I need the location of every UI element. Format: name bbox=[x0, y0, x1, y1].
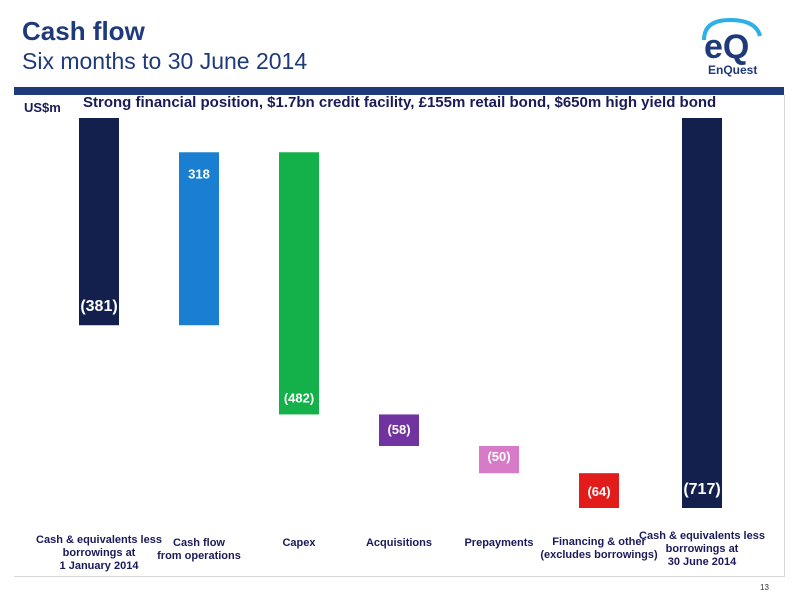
category-label-3: Acquisitions bbox=[365, 537, 432, 549]
data-label-0: (381) bbox=[80, 298, 117, 315]
category-label-0: Cash & equivalents less borrowings at 1 … bbox=[36, 534, 162, 572]
category-label-1: Cash flow from operations bbox=[157, 537, 241, 562]
chart-panel bbox=[14, 95, 785, 577]
logo-swoosh bbox=[702, 17, 762, 41]
bar-2 bbox=[279, 152, 319, 415]
page-title: Cash flow bbox=[22, 16, 145, 46]
bar-0 bbox=[79, 118, 119, 326]
category-label-5: Financing & other (excludes borrowings) bbox=[540, 536, 658, 561]
category-label-6: Cash & equivalents less borrowings at 30… bbox=[639, 530, 765, 568]
logo-wordmark: EnQuest bbox=[708, 63, 757, 77]
page-number: 13 bbox=[760, 583, 769, 592]
unit-label: US$m bbox=[24, 100, 61, 115]
enquest-logo: eQ EnQuest bbox=[702, 17, 762, 77]
bar-3 bbox=[379, 414, 419, 446]
page-subtitle: Six months to 30 June 2014 bbox=[22, 48, 308, 74]
bar-1 bbox=[179, 152, 219, 326]
bar-4 bbox=[479, 445, 519, 474]
bar-5 bbox=[579, 473, 619, 508]
data-label-1: 318 bbox=[188, 166, 210, 181]
data-label-6: (717) bbox=[683, 481, 720, 498]
data-label-3: (58) bbox=[387, 422, 410, 437]
data-label-5: (64) bbox=[587, 484, 610, 499]
bar-6 bbox=[682, 118, 722, 508]
data-label-2: (482) bbox=[284, 390, 314, 405]
logo-mark: eQ bbox=[704, 28, 749, 66]
headline-text: Strong financial position, $1.7bn credit… bbox=[83, 94, 717, 111]
category-label-4: Prepayments bbox=[464, 537, 534, 549]
data-label-4: (50) bbox=[487, 449, 510, 464]
category-label-2: Capex bbox=[282, 537, 316, 549]
header-rule bbox=[14, 87, 784, 95]
